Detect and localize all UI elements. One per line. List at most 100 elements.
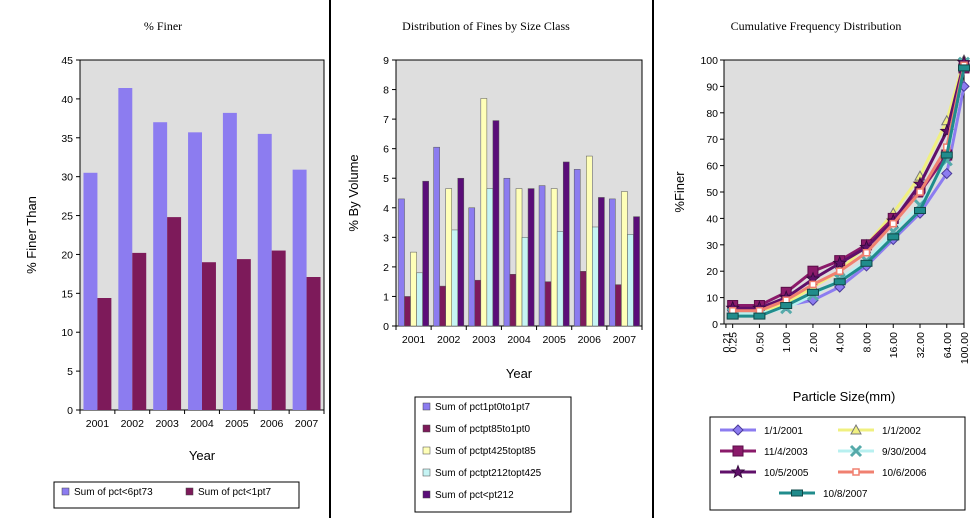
legend-label: 10/6/2006 [882, 468, 927, 479]
y-tick-label: 5 [67, 366, 73, 378]
data-point [726, 312, 739, 320]
series-line [732, 67, 966, 307]
bar [457, 177, 465, 327]
chart-panel-finer: % Finer 0 5 10 15 20 25 30 35 40 45 2001 2002 2003 200… [0, 0, 329, 518]
legend-label: Sum of pct<6pt73 [74, 487, 153, 498]
bar [202, 262, 216, 410]
bar [257, 133, 272, 410]
y-tick-label: 4 [383, 203, 389, 215]
panel-divider [329, 0, 331, 518]
y-tick-label: 30 [61, 172, 73, 184]
y-tick-label: 60 [706, 161, 718, 173]
data-point [780, 302, 793, 310]
bar [398, 198, 405, 327]
bar [451, 229, 459, 327]
bar [562, 161, 570, 327]
x-tick-label: 2001 [402, 334, 426, 346]
y-tick-label: 1 [383, 291, 389, 303]
y-tick-label: 0 [712, 319, 718, 331]
x-tick-label: 16.00 [888, 332, 900, 358]
x-tick-label: 2003 [472, 334, 496, 346]
bar [480, 98, 488, 327]
x-tick-label: 8.00 [861, 332, 873, 353]
series-line [732, 64, 966, 313]
x-tick-label: 2007 [295, 418, 319, 430]
y-tick-label: 0 [383, 321, 389, 333]
x-tick-label: 100.00 [959, 332, 970, 364]
data-point [753, 312, 766, 320]
legend-box [414, 396, 572, 513]
bar [492, 120, 500, 327]
bar [609, 198, 616, 327]
x-tick-label: 64.00 [942, 332, 954, 358]
bar [439, 285, 446, 327]
legend-swatch [185, 487, 194, 496]
y-tick-label: 2 [383, 262, 389, 274]
y-tick-label: 20 [61, 249, 73, 261]
bar [615, 284, 622, 327]
y-tick-label: 30 [706, 240, 718, 252]
legend-label: Sum of pctpt212topt425 [435, 468, 542, 479]
x-tick-label: 2005 [225, 418, 249, 430]
legend-label: Sum of pct<1pt7 [198, 487, 272, 498]
x-tick-label: 2005 [542, 334, 566, 346]
data-point [940, 151, 953, 159]
y-axis-label: %Finer [672, 171, 687, 213]
legend-swatch [422, 490, 431, 499]
y-tick-label: 9 [383, 55, 389, 67]
data-point [850, 423, 862, 435]
data-point [887, 233, 900, 241]
bar [515, 188, 523, 327]
legend-label: 9/30/2004 [882, 447, 927, 458]
y-axis-label: % By Volume [346, 154, 361, 231]
bar [503, 177, 511, 327]
legend-label: 1/1/2002 [882, 426, 921, 437]
data-point [806, 288, 819, 296]
bar [598, 197, 605, 327]
bar [521, 237, 529, 327]
panel-divider [652, 0, 654, 518]
x-tick-label: 2001 [86, 418, 110, 430]
legend-label: Sum of pct<pt212 [435, 490, 514, 501]
data-point [914, 206, 927, 214]
bar [416, 272, 423, 327]
bar [621, 191, 628, 327]
data-point [791, 489, 803, 497]
bar [118, 88, 133, 410]
bar [544, 281, 552, 327]
data-point [809, 280, 817, 289]
x-tick-label: 2002 [121, 418, 145, 430]
legend-label: 11/4/2003 [764, 447, 808, 458]
data-point [862, 248, 871, 257]
x-axis-label: Particle Size(mm) [793, 389, 896, 404]
x-tick-label: 2.00 [808, 332, 820, 353]
data-point [732, 424, 744, 436]
bar [153, 122, 168, 410]
bar [586, 155, 593, 327]
bar [404, 296, 411, 327]
legend-label: 10/8/2007 [823, 489, 868, 500]
series-line [732, 59, 966, 315]
data-point [916, 188, 924, 196]
data-point [958, 64, 970, 72]
y-tick-label: 15 [61, 288, 73, 300]
chart-panel-cumulative: Cumulative Frequency Distribution 0 10 20 30… [654, 0, 970, 518]
data-point [835, 267, 844, 275]
legend-box [53, 481, 300, 509]
chart-cumulative: Cumulative Frequency Distribution 0 10 20 30… [672, 19, 970, 511]
bar [132, 252, 147, 410]
bar [468, 207, 476, 327]
y-tick-label: 7 [383, 114, 389, 126]
y-tick-label: 8 [383, 85, 389, 97]
x-tick-label: 32.00 [915, 332, 927, 358]
y-tick-label: 40 [61, 94, 73, 106]
bar [633, 216, 640, 327]
y-tick-label: 6 [383, 144, 389, 156]
bar [433, 146, 440, 327]
data-point [730, 464, 746, 479]
series-line [732, 62, 966, 310]
bar [292, 169, 307, 410]
bar [573, 169, 581, 327]
bar [445, 188, 452, 327]
y-tick-label: 10 [706, 293, 718, 305]
